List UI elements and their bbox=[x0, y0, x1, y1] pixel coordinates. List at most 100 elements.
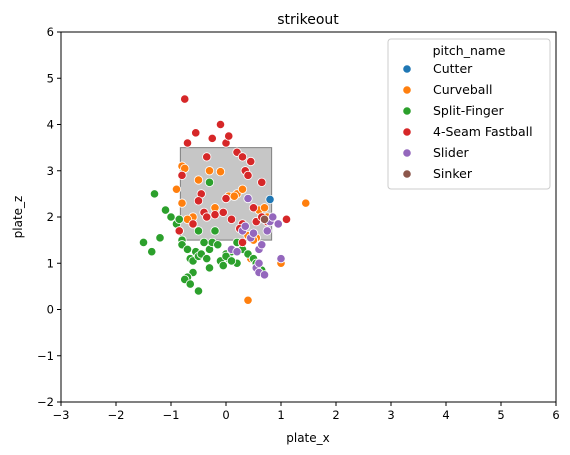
x-tick-label: −2 bbox=[108, 408, 125, 422]
legend-box bbox=[387, 38, 551, 190]
data-point bbox=[281, 214, 292, 224]
data-point bbox=[276, 254, 286, 264]
data-point bbox=[232, 247, 242, 257]
data-point bbox=[174, 214, 184, 224]
legend-marker bbox=[402, 106, 412, 116]
data-point bbox=[237, 237, 248, 248]
legend-entry: Slider bbox=[433, 145, 470, 160]
data-point bbox=[171, 184, 182, 194]
x-tick-label: 6 bbox=[552, 408, 559, 422]
legend-entry: 4-Seam Fastball bbox=[433, 124, 533, 139]
x-tick-label: 0 bbox=[222, 408, 229, 422]
data-point bbox=[237, 184, 248, 194]
data-point bbox=[229, 191, 239, 201]
legend-marker bbox=[402, 85, 412, 95]
legend-marker bbox=[402, 64, 412, 74]
data-point bbox=[188, 219, 198, 229]
data-point bbox=[210, 210, 220, 220]
x-tick-label: −1 bbox=[163, 408, 180, 422]
data-point bbox=[243, 193, 253, 204]
data-point bbox=[248, 203, 259, 213]
y-axis: −2 −1 0 1 2 3 4 5 6 bbox=[37, 25, 61, 409]
data-point bbox=[155, 233, 165, 243]
data-point bbox=[182, 244, 193, 254]
data-point bbox=[177, 198, 187, 208]
data-point bbox=[265, 194, 275, 205]
data-point bbox=[243, 295, 253, 305]
data-point bbox=[199, 237, 209, 248]
data-point bbox=[246, 156, 256, 167]
data-point bbox=[191, 128, 201, 138]
data-point bbox=[237, 152, 248, 162]
x-tick-label: 1 bbox=[277, 408, 284, 422]
data-point bbox=[215, 167, 226, 177]
data-point bbox=[166, 212, 176, 222]
x-tick-label: 4 bbox=[442, 408, 449, 422]
data-point bbox=[221, 193, 231, 204]
x-axis-label: plate_x bbox=[286, 431, 330, 445]
plot-area bbox=[138, 94, 311, 305]
data-point bbox=[182, 138, 193, 148]
data-point bbox=[259, 214, 270, 224]
data-point bbox=[147, 247, 157, 257]
data-point bbox=[248, 228, 259, 238]
data-point bbox=[226, 214, 237, 224]
data-point bbox=[257, 177, 267, 187]
y-tick-label: 5 bbox=[47, 71, 54, 85]
data-point bbox=[259, 270, 270, 280]
y-tick-label: 0 bbox=[47, 303, 54, 317]
legend-marker bbox=[402, 169, 412, 179]
data-point bbox=[138, 237, 149, 248]
legend: pitch_name Cutter Curveball Split-Finger 4-S… bbox=[387, 38, 551, 190]
data-point bbox=[224, 131, 234, 141]
data-point bbox=[202, 152, 212, 162]
data-point bbox=[204, 166, 215, 176]
data-point bbox=[259, 203, 270, 213]
data-point bbox=[180, 94, 190, 104]
data-point bbox=[193, 196, 204, 206]
legend-marker bbox=[402, 148, 412, 158]
data-point bbox=[193, 175, 204, 185]
y-axis-label: plate_z bbox=[11, 196, 25, 239]
data-point bbox=[160, 205, 171, 215]
chart-title: strikeout bbox=[277, 12, 339, 28]
data-point bbox=[207, 133, 217, 143]
legend-title: pitch_name bbox=[433, 43, 506, 58]
data-point bbox=[193, 226, 204, 236]
data-point bbox=[218, 260, 228, 271]
x-axis: −3 −2 −1 0 1 2 3 4 5 6 bbox=[53, 402, 560, 422]
data-point bbox=[215, 119, 226, 130]
data-point bbox=[218, 207, 228, 217]
data-point bbox=[268, 212, 278, 222]
data-point bbox=[273, 219, 283, 229]
data-point bbox=[254, 258, 264, 268]
data-point bbox=[202, 212, 212, 222]
data-point bbox=[210, 226, 220, 236]
data-point bbox=[213, 240, 223, 250]
data-point bbox=[149, 189, 160, 199]
x-tick-label: 5 bbox=[497, 408, 504, 422]
data-point bbox=[257, 240, 267, 250]
data-point bbox=[193, 286, 204, 296]
y-tick-label: 1 bbox=[47, 256, 54, 270]
x-tick-label: 2 bbox=[332, 408, 339, 422]
data-point bbox=[185, 279, 195, 289]
data-point bbox=[202, 254, 212, 264]
y-tick-label: −1 bbox=[37, 349, 54, 363]
x-tick-label: 3 bbox=[387, 408, 394, 422]
data-point bbox=[177, 170, 187, 180]
data-point bbox=[204, 263, 215, 273]
legend-entry: Split-Finger bbox=[433, 103, 505, 118]
y-tick-label: −2 bbox=[37, 395, 54, 409]
legend-entry: Curveball bbox=[433, 82, 492, 97]
x-tick-label: −3 bbox=[53, 408, 70, 422]
y-tick-label: 4 bbox=[47, 118, 54, 132]
legend-marker bbox=[402, 127, 412, 137]
legend-entry: Cutter bbox=[433, 61, 473, 76]
data-point bbox=[262, 226, 272, 236]
legend-entry: Sinker bbox=[433, 166, 473, 181]
data-point bbox=[226, 256, 237, 266]
data-point bbox=[174, 226, 184, 236]
data-point bbox=[240, 221, 250, 231]
